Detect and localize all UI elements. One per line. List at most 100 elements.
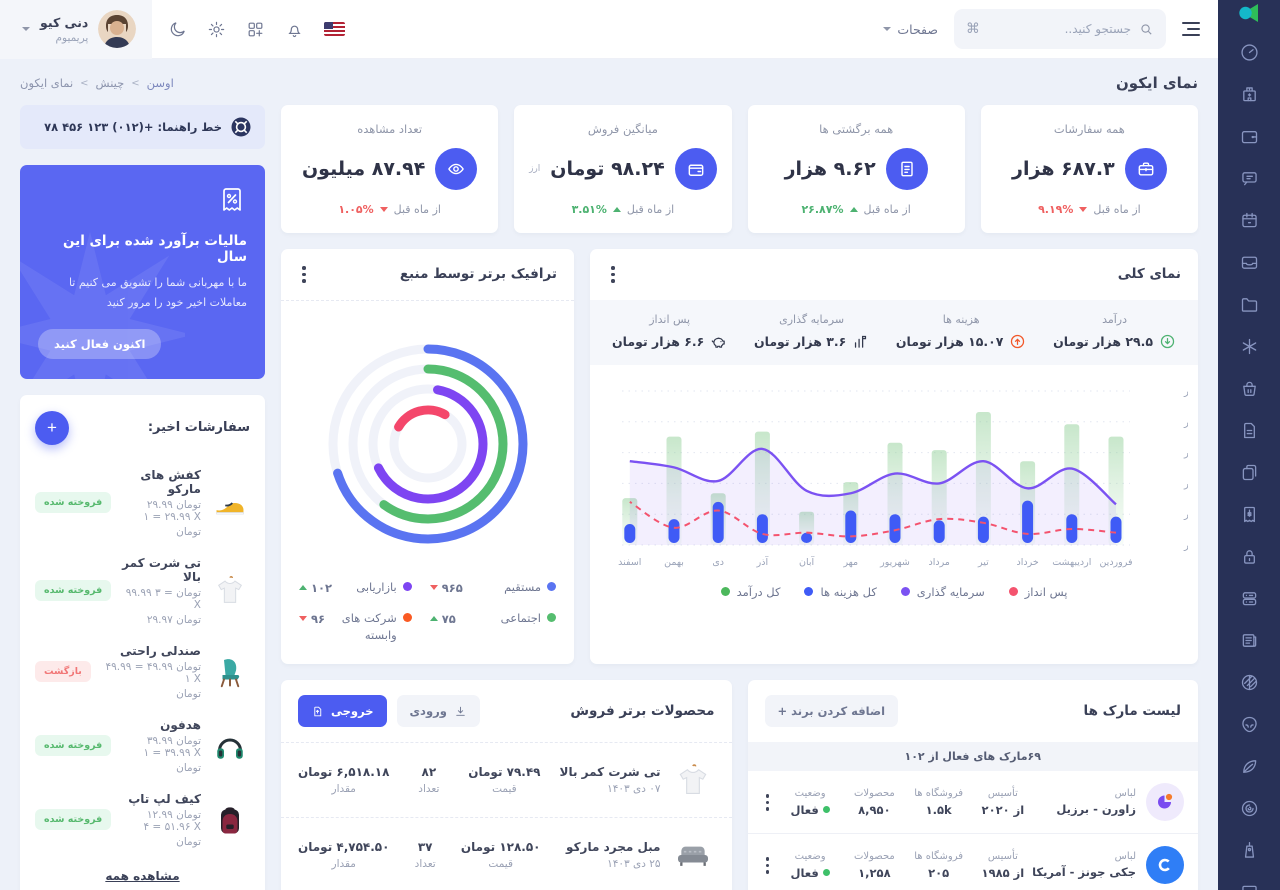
amount-label: مقدار [331, 783, 356, 796]
search-box[interactable]: ⌘ [954, 9, 1166, 49]
kebab-menu-icon[interactable] [607, 264, 619, 285]
export-button[interactable]: خروجی [298, 695, 387, 728]
hamburger-menu-icon[interactable] [1182, 22, 1200, 36]
chat-icon[interactable] [1239, 168, 1260, 189]
order-list-item[interactable]: هدفون ۳۹.۹۹ تومان ۳۹.۹۹ = ۱ X تومان فروخ… [35, 709, 250, 783]
breadcrumb-home[interactable]: اوسن [146, 76, 174, 90]
search-input[interactable] [988, 22, 1131, 36]
row-kebab-icon[interactable] [762, 792, 774, 813]
status-label: وضعیت [794, 850, 826, 862]
alien-icon[interactable] [1239, 714, 1260, 735]
brand-row[interactable]: لباس زاورن - برزیل تأسیس از ۲۰۲۰ فروشگاه … [748, 771, 1199, 833]
breadcrumb-parent[interactable]: چینش [95, 76, 125, 90]
basket-icon[interactable] [1239, 378, 1260, 399]
stat-cards-row: همه سفارشات ۶۸۷.۳ هزار از ماه قبل ۹.۱۹% [281, 105, 1198, 233]
lock-icon[interactable] [1239, 546, 1260, 567]
row-kebab-icon[interactable] [762, 855, 774, 876]
folder-icon[interactable] [1239, 294, 1260, 315]
add-brand-button[interactable]: اضافه کردن برند + [764, 695, 899, 728]
hospital-icon[interactable] [1239, 84, 1260, 105]
stat-value: ۸۷.۹۴ میلیون [301, 158, 426, 180]
order-product-name: صندلی راحتی [120, 643, 201, 658]
order-list-item[interactable]: تی شرت کمر بالا ۹۹.۹۹ تومان = ۳ X ۲۹.۹۷ … [35, 547, 250, 635]
activate-now-button[interactable]: اکنون فعال کنید [38, 328, 162, 359]
overview-stat-label: درآمد [1102, 312, 1128, 326]
order-list-item[interactable]: کیف لپ تاپ ۱۲.۹۹ تومان ۵۱.۹۶ = ۴ X تومان… [35, 783, 250, 857]
svg-text:مهر: مهر [842, 557, 858, 568]
legend-label: پس انداز [1024, 584, 1068, 599]
disc-icon[interactable] [1239, 798, 1260, 819]
svg-text:خرداد: خرداد [1016, 557, 1038, 568]
dashboard-icon[interactable] [1239, 42, 1260, 63]
breadcrumb-separator: < [131, 77, 140, 89]
piggy-bank-icon [712, 337, 726, 348]
user-role: پریمیوم [55, 31, 89, 44]
app-logo[interactable] [1218, 0, 1280, 26]
helpline-phone: +(۰۱۲) ۱۲۳ ۴۵۶ ۷۸ [44, 120, 154, 134]
qty-value: ۳۷ [417, 840, 433, 855]
command-icon: ⌘ [966, 21, 980, 37]
legend-value: ۹۶۵ [441, 580, 463, 595]
wallet-money-icon [674, 148, 717, 190]
file-icon[interactable] [1239, 420, 1260, 441]
icon-sidebar [1218, 0, 1280, 890]
calendar-icon[interactable] [1239, 210, 1260, 231]
table-icon[interactable] [1239, 882, 1260, 890]
import-button[interactable]: ورودی [396, 695, 480, 728]
user-profile[interactable]: دنی کیو پریمیوم [0, 0, 153, 59]
us-flag-icon[interactable] [324, 22, 346, 36]
avatar [98, 10, 137, 48]
overview-title: نمای کلی [1117, 266, 1181, 283]
news-icon[interactable] [1239, 630, 1260, 651]
order-total-line: تومان [176, 687, 201, 700]
grid-plus-icon [248, 22, 263, 36]
founded-label: تأسیس [987, 787, 1018, 799]
order-list-item[interactable]: کفش های مارکو ۲۹.۹۹ تومان ۲۹.۹۹ = ۱ X تو… [35, 459, 250, 547]
stat-period: از ماه قبل [863, 203, 911, 216]
product-row[interactable]: مبل مجرد مارکو ۲۵ دی ۱۴۰۳ ۱۲۸.۵۰ تومان قی… [281, 817, 732, 890]
stat-suffix: ارز [529, 164, 541, 174]
pages-dropdown[interactable]: صفحات [883, 22, 938, 37]
decor-star [20, 231, 185, 379]
moon-icon [171, 21, 186, 36]
overview-stat-value: ۲۹.۵ هزار تومان [1053, 333, 1153, 349]
products-title: محصولات برتر فروش [570, 703, 715, 720]
settings-button[interactable] [207, 20, 226, 39]
leaf-icon[interactable] [1239, 756, 1260, 777]
stores-value: ۲۰۵ [928, 865, 950, 880]
kebab-menu-icon[interactable] [298, 264, 310, 285]
product-row[interactable]: تی شرت کمر بالا ۰۷ دی ۱۴۰۳ ۷۹.۴۹ تومان قی… [281, 743, 732, 817]
apps-button[interactable] [246, 20, 265, 39]
order-qty-line: ۳۹.۹۹ تومان ۳۹.۹۹ = ۱ X [143, 734, 201, 759]
add-order-button[interactable]: + [35, 410, 69, 445]
dark-mode-button[interactable] [168, 20, 187, 39]
amount-value: ۴,۷۵۴.۵۰ تومان [298, 840, 390, 855]
tax-promo-card: مالیات برآورد شده برای این سال ما با مهر… [20, 165, 265, 379]
page-head: نمای ایکون اوسن < چینش < نمای ایکون [0, 59, 1218, 105]
health-cross-icon[interactable] [1239, 336, 1260, 357]
wallet-icon[interactable] [1239, 126, 1260, 147]
svg-text:اسفند: اسفند [618, 557, 641, 568]
contrast-icon[interactable] [1239, 672, 1260, 693]
copy-icon[interactable] [1239, 462, 1260, 483]
view-all-link[interactable]: مشاهده همه [105, 868, 180, 883]
product-name: تی شرت کمر بالا [559, 765, 661, 780]
order-qty-line: ۹۹.۹۹ تومان = ۳ X [125, 586, 201, 611]
briefcase-icon [1124, 148, 1167, 190]
server-icon[interactable] [1239, 588, 1260, 609]
invoice-icon[interactable] [1239, 504, 1260, 525]
price-label: قیمت [492, 783, 517, 796]
price-label: قیمت [488, 858, 513, 871]
inbox-icon[interactable] [1239, 252, 1260, 273]
tag-icon[interactable] [1239, 840, 1260, 861]
svg-text:فروردین: فروردین [1099, 557, 1132, 568]
notifications-button[interactable] [285, 20, 304, 39]
order-list-item[interactable]: صندلی راحتی ۴۹.۹۹ تومان ۴۹.۹۹ = ۱ X توما… [35, 635, 250, 709]
user-name: دنی کیو [40, 14, 89, 30]
brand-row[interactable]: لباس جکی جونز - آمریکا تأسیس از ۱۹۸۵ فروش… [747, 833, 1198, 890]
svg-text:آبان: آبان [799, 555, 815, 568]
stat-percent: ۳.۵۱% [571, 203, 607, 216]
expense-arrow-icon [1011, 334, 1025, 348]
order-qty-line: ۱۲.۹۹ تومان ۵۱.۹۶ = ۴ X [143, 808, 201, 833]
legend-dot-affiliates [402, 612, 412, 622]
